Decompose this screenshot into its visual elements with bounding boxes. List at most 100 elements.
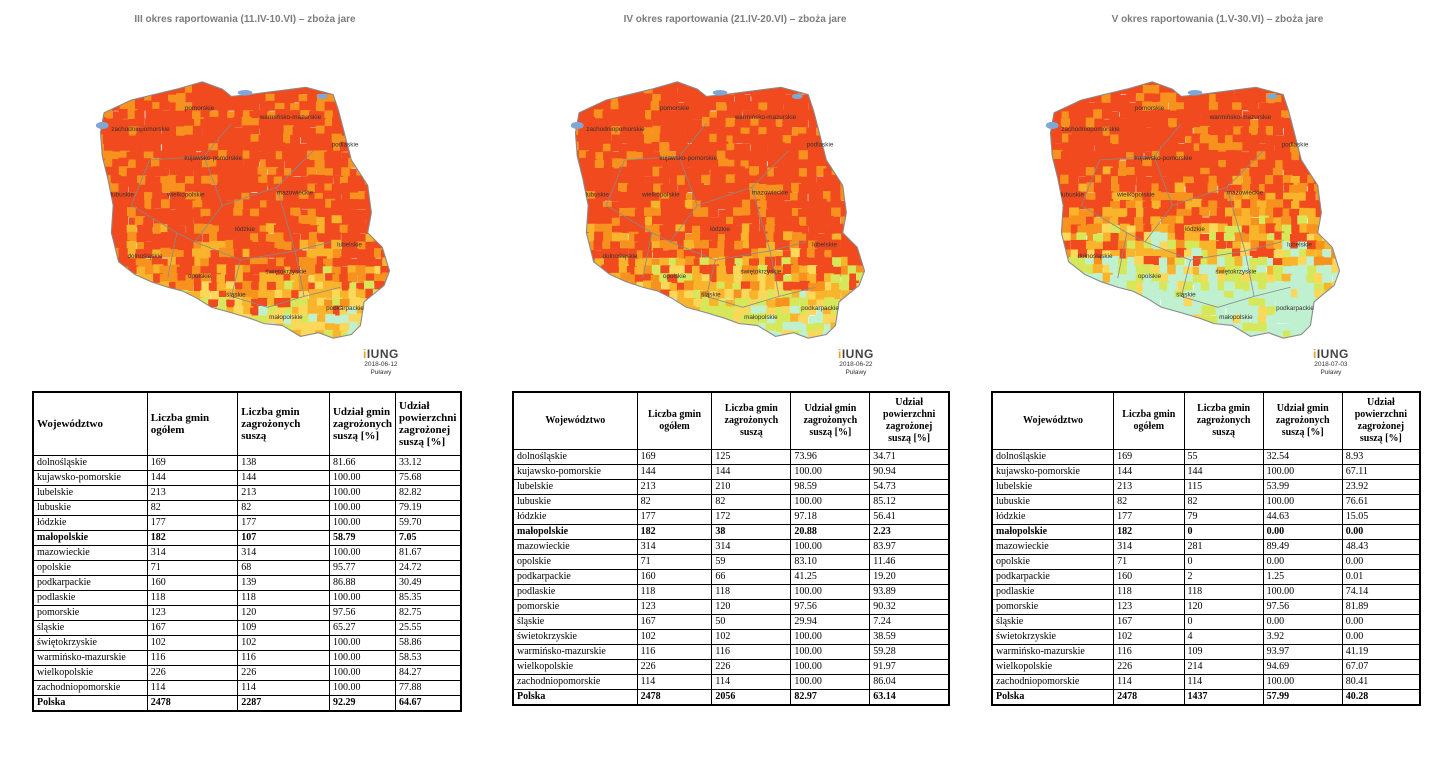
- logo-name: IUNG: [1316, 347, 1349, 361]
- table-cell: 38: [711, 524, 792, 540]
- map-date: 2018-06-12: [364, 361, 398, 368]
- table-row: opolskie 71 0 0.00 0.00: [991, 554, 1421, 570]
- column-header: Udział gmin zagrożonych suszą [%]: [1262, 391, 1343, 450]
- table-cell: 144: [237, 470, 330, 486]
- table-row: świetokrzyskie 102 102 100.00 38.59: [512, 629, 950, 645]
- voivodeship-label: łódzkie: [1185, 226, 1205, 233]
- table-cell: 177: [237, 515, 330, 531]
- table-row: wielkopolskie 226 214 94.69 67.07: [991, 659, 1421, 675]
- total-cell: 82.97: [790, 689, 871, 706]
- table-cell: 100.00: [1262, 584, 1343, 600]
- table-cell: mazowieckie: [512, 539, 638, 555]
- table-cell: 114: [1183, 674, 1264, 690]
- table-cell: 48.43: [1341, 539, 1421, 555]
- voivodeship-label: podlaskie: [332, 141, 359, 148]
- voivodeship-label: mazowieckie: [277, 190, 314, 197]
- table-cell: 226: [1113, 659, 1185, 675]
- table-row: warmińsko-mazurskie 116 116 100.00 59.28: [512, 644, 950, 660]
- table-header-row: Województwo Liczba gmin ogółem Liczba gmin…: [32, 391, 462, 456]
- table-header-row: Województwo Liczba gmin ogółem Liczba gmin…: [991, 391, 1421, 450]
- table-cell: warmińsko-mazurskie: [512, 644, 638, 660]
- table-cell: 0: [1183, 524, 1264, 540]
- table-cell: 58.53: [395, 650, 462, 666]
- table-cell: 4: [1183, 629, 1264, 645]
- table-row: małopolskie 182 38 20.88 2.23: [512, 524, 950, 540]
- table-row: zachodniopomorskie 114 114 100.00 86.04: [512, 674, 950, 690]
- table-cell: 34.71: [869, 449, 950, 465]
- table-cell: lubelskie: [991, 479, 1115, 495]
- voivodeship-label: mazowieckie: [752, 190, 789, 197]
- table-cell: 100.00: [790, 539, 871, 555]
- table-row: podkarpackie 160 2 1.25 0.01: [991, 569, 1421, 585]
- voivodeship-label: dolnośląskie: [128, 253, 163, 260]
- table-cell: 25.55: [395, 620, 462, 636]
- table-cell: 79.19: [395, 500, 462, 516]
- table-cell: 160: [146, 575, 239, 591]
- table-cell: 0.00: [1341, 614, 1421, 630]
- table-cell: 82: [146, 500, 239, 516]
- table-cell: 213: [636, 479, 713, 495]
- column-header: Liczba gmin ogółem: [146, 391, 239, 456]
- table-cell: 81.66: [328, 455, 397, 471]
- table-cell: 38.59: [869, 629, 950, 645]
- table-cell: 56.41: [869, 509, 950, 525]
- table-row: lubelskie 213 115 53.99 23.92: [991, 479, 1421, 495]
- table-row: lubuskie 82 82 100.00 85.12: [512, 494, 950, 510]
- table-cell: 2.23: [869, 524, 950, 540]
- table-cell: 114: [146, 680, 239, 696]
- table-cell: 118: [146, 590, 239, 606]
- table-cell: 123: [636, 599, 713, 615]
- table-cell: 29.94: [790, 614, 871, 630]
- total-cell: 2478: [1113, 689, 1185, 706]
- voivodeship-label: dolnośląskie: [1078, 253, 1113, 260]
- table-cell: 100.00: [1262, 464, 1343, 480]
- table-cell: 100.00: [790, 494, 871, 510]
- voivodeship-label: kujawsko-pomorskie: [659, 155, 717, 162]
- table-cell: 213: [237, 485, 330, 501]
- voivodeship-label: opolskie: [663, 273, 687, 280]
- logo-name: IUNG: [366, 347, 399, 361]
- table-row: łódzkie 177 79 44.63 15.05: [991, 509, 1421, 525]
- table-cell: podkarpackie: [512, 569, 638, 585]
- table-cell: śląskie: [512, 614, 638, 630]
- table-row: wielkopolskie 226 226 100.00 91.97: [512, 659, 950, 675]
- table-cell: 0.00: [1262, 614, 1343, 630]
- column-header: Liczba gmin ogółem: [636, 391, 713, 450]
- voivodeship-label: łódzkie: [235, 226, 255, 233]
- table-cell: małopolskie: [991, 524, 1115, 540]
- period-title: V okres raportowania (1.V-30.VI) – zboża…: [1111, 14, 1324, 25]
- drought-risk-map: pomorskie warmińsko-mazurskie zachodniopom…: [570, 81, 866, 339]
- column-header: Województwo: [991, 391, 1115, 450]
- table-cell: 82.82: [395, 485, 462, 501]
- table-cell: 85.35: [395, 590, 462, 606]
- drought-risk-map: pomorskie warmińsko-mazurskie zachodniopom…: [1045, 81, 1341, 339]
- table-cell: 30.49: [395, 575, 462, 591]
- table-row: mazowieckie 314 314 100.00 83.97: [512, 539, 950, 555]
- voivodeship-label: podkarpackie: [326, 305, 364, 312]
- table-cell: 177: [1113, 509, 1185, 525]
- logo-name: IUNG: [841, 347, 874, 361]
- table-cell: 7.05: [395, 530, 462, 546]
- table-cell: 100.00: [1262, 494, 1343, 510]
- table-cell: 82: [636, 494, 713, 510]
- column-header: Województwo: [512, 391, 638, 450]
- voivodeship-label: zachodniopomorskie: [1061, 126, 1120, 133]
- table-cell: dolnośląskie: [32, 455, 148, 471]
- table-cell: 226: [711, 659, 792, 675]
- voivodeship-label: śląskie: [701, 291, 721, 298]
- table-cell: 71: [146, 560, 239, 576]
- table-cell: 125: [711, 449, 792, 465]
- voivodeship-label: lubuskie: [586, 191, 610, 198]
- table-cell: 50: [711, 614, 792, 630]
- table-cell: 71: [1113, 554, 1185, 570]
- table-cell: 100.00: [790, 629, 871, 645]
- table-cell: podkarpackie: [32, 575, 148, 591]
- drought-statistics-table: Województwo Liczba gmin ogółem Liczba gmin…: [32, 391, 462, 712]
- voivodeship-label: wielkopolskie: [641, 191, 680, 198]
- table-cell: 114: [237, 680, 330, 696]
- table-cell: dolnośląskie: [512, 449, 638, 465]
- table-cell: 8.93: [1341, 449, 1421, 465]
- voivodeship-label: podkarpackie: [801, 305, 839, 312]
- table-cell: 23.92: [1341, 479, 1421, 495]
- table-cell: 314: [146, 545, 239, 561]
